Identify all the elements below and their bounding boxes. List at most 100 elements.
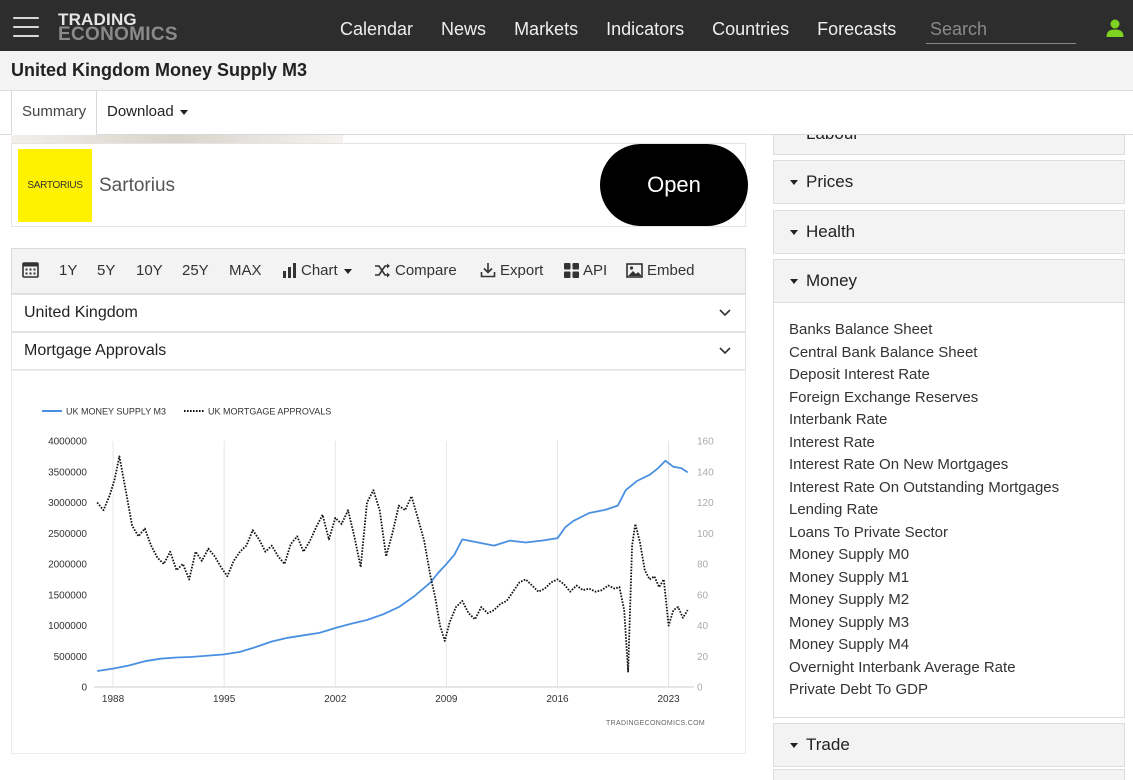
- sidebar-link-item[interactable]: Overnight Interbank Average Rate: [789, 658, 1016, 676]
- range-10y[interactable]: 10Y: [136, 262, 163, 279]
- ad-banner-strip: [11, 135, 343, 143]
- y-right-tick-label: 60: [697, 590, 709, 601]
- y-right-tick-label: 0: [697, 683, 703, 694]
- legend-label: UK MORTGAGE APPROVALS: [208, 407, 331, 417]
- caret-down-icon: [790, 743, 798, 748]
- x-tick-label: 1988: [102, 694, 125, 705]
- tab-row: Summary Download: [0, 91, 1133, 135]
- y-right-tick-label: 120: [697, 498, 714, 509]
- sidebar-link-item[interactable]: Lending Rate: [789, 501, 879, 518]
- api-button[interactable]: API: [564, 262, 607, 279]
- chart-type-button[interactable]: Chart: [282, 262, 352, 279]
- sidebar-section-labour[interactable]: Labour: [773, 135, 1125, 155]
- logo-line2: ECONOMICS: [58, 24, 178, 45]
- country-select-value: United Kingdom: [24, 304, 138, 321]
- bar-chart-icon: [283, 263, 296, 278]
- export-label: Export: [500, 262, 544, 279]
- compare-label: Compare: [395, 262, 457, 279]
- x-tick-label: 2023: [657, 694, 680, 705]
- chevron-down-icon: [719, 309, 731, 317]
- tab-download-label: Download: [107, 103, 174, 120]
- sidebar-section-health-title: Health: [806, 222, 856, 241]
- range-1y[interactable]: 1Y: [59, 262, 78, 279]
- y-left-tick-label: 1000000: [48, 621, 87, 632]
- y-right-tick-label: 20: [697, 652, 709, 663]
- page-title: United Kingdom Money Supply M3: [11, 60, 307, 80]
- sidebar-link-item[interactable]: Money Supply M4: [789, 636, 910, 653]
- y-left-tick-label: 0: [81, 683, 87, 694]
- sidebar-link-item[interactable]: Interbank Rate: [789, 411, 888, 428]
- chart-type-label: Chart: [301, 262, 338, 279]
- y-left-tick-label: 4000000: [48, 437, 87, 448]
- nav-news[interactable]: News: [441, 19, 487, 39]
- y-right-tick-label: 40: [697, 621, 709, 632]
- range-5y[interactable]: 5Y: [97, 262, 116, 279]
- ad-name: Sartorius: [99, 175, 176, 196]
- y-right-tick-label: 100: [697, 529, 714, 540]
- chart-toolbar: 1Y 5Y 10Y 25Y MAX Chart Compare Export A…: [11, 248, 746, 294]
- shuffle-icon: [375, 263, 390, 278]
- export-button[interactable]: Export: [480, 262, 543, 279]
- title-bar: United Kingdom Money Supply M3: [0, 51, 1133, 91]
- series-line-mortgage-approvals[interactable]: [96, 455, 689, 673]
- chart-container: 0 500000 1000000 1500000 2000000 2500000 30000…: [11, 370, 746, 754]
- sidebar-link-item[interactable]: Money Supply M2: [789, 591, 910, 608]
- sidebar-link-item[interactable]: Banks Balance Sheet: [789, 321, 933, 338]
- sidebar-link-item[interactable]: Interest Rate: [789, 433, 875, 451]
- indicator-select[interactable]: Mortgage Approvals: [11, 332, 746, 370]
- main-nav: Calendar News Markets Indicators Countri…: [340, 19, 924, 40]
- x-tick-label: 1995: [213, 694, 236, 705]
- x-tick-label: 2016: [546, 694, 569, 705]
- caret-down-icon: [790, 279, 798, 284]
- sidebar-section-money[interactable]: Money: [773, 259, 1125, 303]
- nav-calendar[interactable]: Calendar: [340, 19, 414, 39]
- y-right-tick-label: 140: [697, 467, 714, 478]
- download-icon: [480, 263, 496, 278]
- tab-summary[interactable]: Summary: [11, 91, 98, 135]
- sidebar-link-item[interactable]: Interest Rate On New Mortgages: [789, 456, 1009, 473]
- api-label: API: [583, 262, 608, 279]
- nav-indicators[interactable]: Indicators: [606, 19, 685, 39]
- calendar-icon[interactable]: [22, 261, 43, 279]
- compare-button[interactable]: Compare: [374, 262, 457, 279]
- x-tick-label: 2002: [324, 694, 347, 705]
- sidebar-link-item[interactable]: Central Bank Balance Sheet: [789, 343, 978, 361]
- search-input[interactable]: [926, 16, 1076, 44]
- ad-open-button[interactable]: Open: [600, 144, 748, 226]
- menu-icon[interactable]: [13, 17, 39, 37]
- logo[interactable]: TRADING ECONOMICS: [58, 11, 178, 45]
- sidebar-link-item[interactable]: Interest Rate On Outstanding Mortgages: [789, 478, 1060, 496]
- sidebar-link-item[interactable]: Private Debt To GDP: [789, 681, 928, 698]
- sidebar-link-item[interactable]: Deposit Interest Rate: [789, 366, 930, 383]
- top-navbar: TRADING ECONOMICS Calendar News Markets …: [0, 0, 1133, 51]
- series-line-money-supply-m3[interactable]: [97, 459, 689, 672]
- chart-watermark: TRADINGECONOMICS.COM: [606, 720, 705, 727]
- sidebar-section-money-title: Money: [806, 271, 858, 290]
- nav-forecasts[interactable]: Forecasts: [817, 19, 897, 39]
- sidebar-link-item[interactable]: Money Supply M0: [789, 546, 910, 563]
- sidebar-link-item[interactable]: Money Supply M3: [789, 613, 910, 631]
- country-select[interactable]: United Kingdom: [11, 294, 746, 332]
- caret-down-icon: [790, 180, 798, 185]
- user-icon[interactable]: [1105, 18, 1125, 38]
- sidebar-section-trade-title: Trade: [806, 735, 850, 754]
- range-max[interactable]: MAX: [229, 262, 262, 279]
- nav-countries[interactable]: Countries: [712, 19, 790, 39]
- sidebar-link-item[interactable]: Foreign Exchange Reserves: [789, 388, 979, 406]
- sidebar-link-item[interactable]: Money Supply M1: [789, 568, 910, 586]
- nav-markets[interactable]: Markets: [514, 19, 579, 39]
- caret-down-icon: [790, 230, 798, 235]
- sidebar-section-health[interactable]: Health: [773, 210, 1125, 254]
- sidebar-link-item[interactable]: Loans To Private Sector: [789, 523, 948, 541]
- ad-logo: SARTORIUS: [18, 149, 92, 222]
- range-25y[interactable]: 25Y: [182, 262, 209, 279]
- y-right-tick-label: 80: [697, 560, 709, 571]
- money-indicator-list: Banks Balance Sheet Central Bank Balance …: [773, 303, 1125, 718]
- ad-banner[interactable]: SARTORIUS Sartorius Open: [11, 143, 748, 227]
- line-chart[interactable]: 0 500000 1000000 1500000 2000000 2500000 30000…: [12, 371, 745, 753]
- sidebar-section-prices[interactable]: Prices: [773, 160, 1125, 204]
- embed-button[interactable]: Embed: [626, 262, 695, 279]
- sidebar-section-trade[interactable]: Trade: [773, 723, 1125, 767]
- tab-download[interactable]: Download: [97, 91, 198, 135]
- y-left-tick-label: 1500000: [48, 590, 87, 601]
